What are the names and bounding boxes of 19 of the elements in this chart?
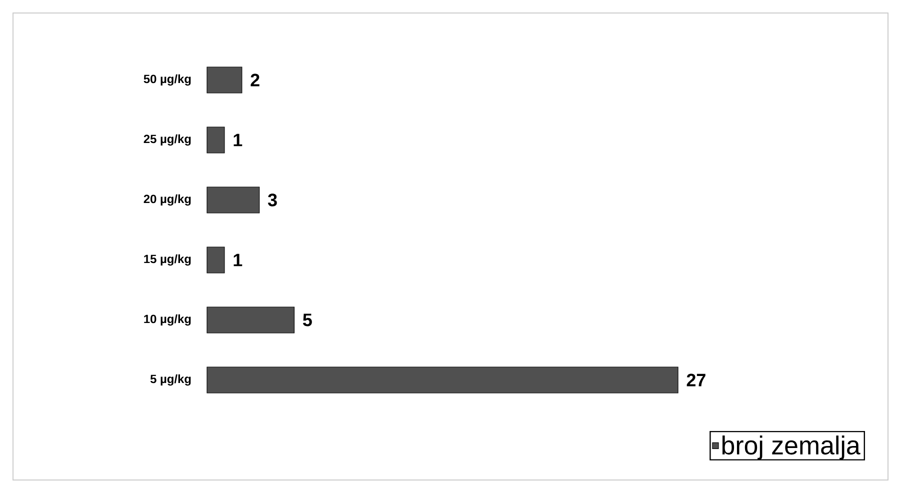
bar — [206, 186, 260, 214]
y-tick-label: 15 µg/kg — [144, 254, 191, 266]
y-tick-label: 20 µg/kg — [144, 194, 191, 206]
data-label: 3 — [268, 194, 277, 206]
y-tick-label: 50 µg/kg — [144, 74, 191, 86]
data-label: 5 — [302, 314, 312, 326]
y-tick-label: 25 µg/kg — [144, 134, 191, 146]
legend-label: broj zemalja — [722, 436, 860, 460]
data-label: 1 — [234, 254, 242, 266]
data-label: 27 — [686, 374, 706, 386]
bar — [206, 66, 242, 94]
bar — [206, 306, 295, 334]
data-label: 2 — [250, 74, 260, 86]
bar — [206, 366, 678, 394]
bar — [206, 126, 225, 154]
y-tick-label: 5 µg/kg — [150, 374, 191, 386]
bar — [206, 246, 225, 274]
y-tick-label: 10 µg/kg — [144, 314, 191, 326]
data-label: 1 — [234, 134, 242, 146]
